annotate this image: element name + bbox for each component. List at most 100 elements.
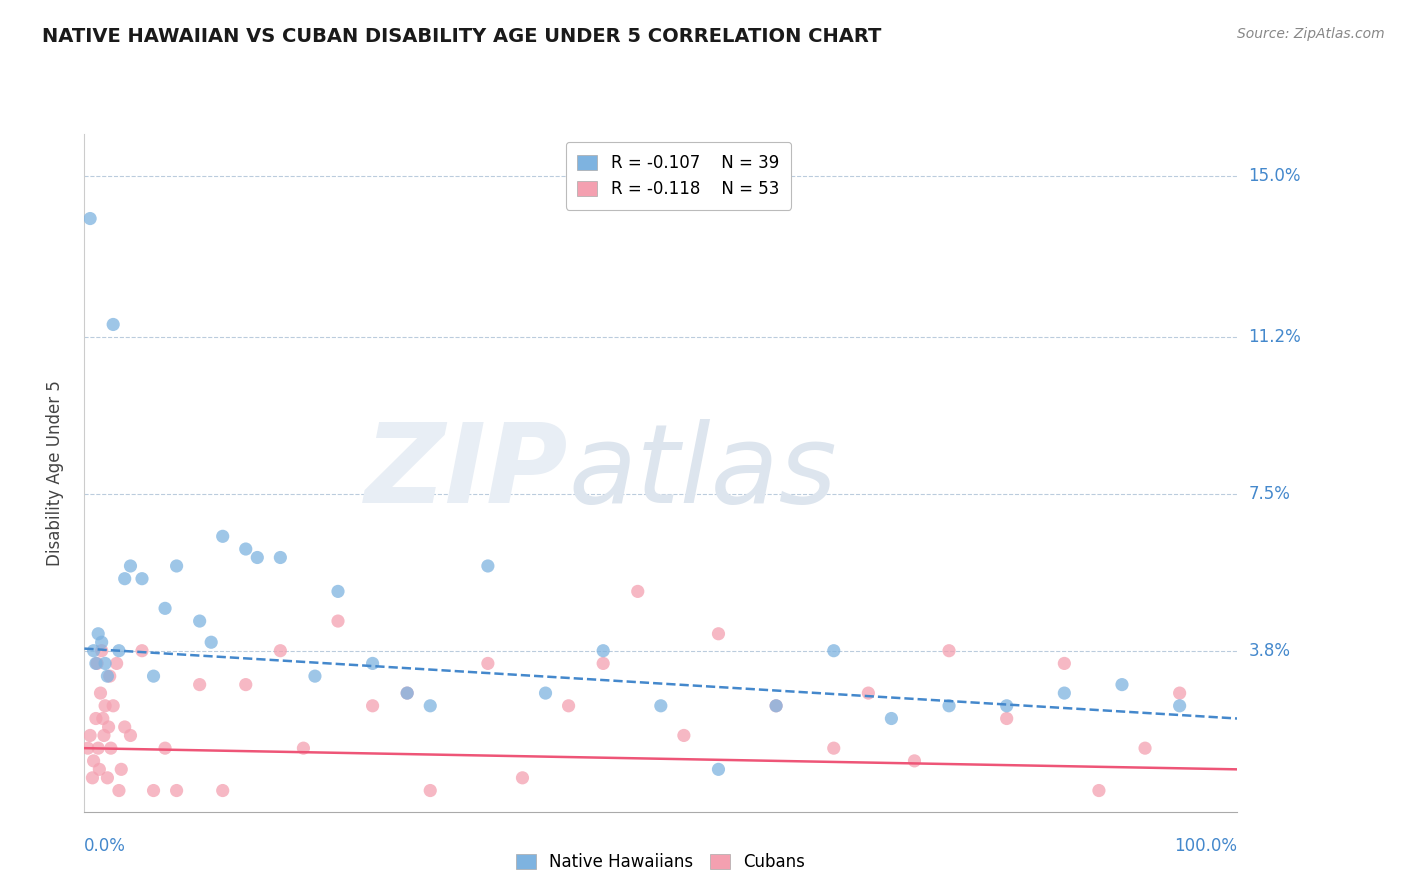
Point [1111,678,1133,692]
Point [188,678,211,692]
Point [131,572,153,586]
Point [103,318,124,332]
Point [361,698,384,713]
Legend: Native Hawaiians, Cubans: Native Hawaiians, Cubans [509,847,813,878]
Point [534,686,557,700]
Point [98,669,121,683]
Text: 3.8%: 3.8% [1249,641,1291,660]
Point [166,558,188,574]
Point [89,686,111,700]
Point [396,686,419,700]
Text: ZIP: ZIP [366,419,568,526]
Point [823,644,845,658]
Point [880,712,903,726]
Point [89,762,111,776]
Point [84,712,107,726]
Point [90,644,112,658]
Point [858,686,880,700]
Point [82,771,104,785]
Point [76,741,98,756]
Point [235,678,257,692]
Point [93,728,115,742]
Point [200,635,222,649]
Point [142,669,165,683]
Point [512,771,534,785]
Point [707,626,730,640]
Point [142,783,165,797]
Point [650,698,672,713]
Point [592,657,614,671]
Point [477,558,499,574]
Point [100,741,122,756]
Point [361,657,384,671]
Point [1053,657,1076,671]
Text: 7.5%: 7.5% [1249,485,1291,503]
Text: 0.0%: 0.0% [84,837,127,855]
Point [108,783,131,797]
Point [269,644,291,658]
Point [304,669,326,683]
Point [86,657,108,671]
Point [153,601,176,615]
Point [292,741,315,756]
Point [938,698,960,713]
Point [84,657,107,671]
Point [1168,686,1191,700]
Text: 15.0%: 15.0% [1249,167,1301,186]
Point [627,584,650,599]
Point [995,712,1018,726]
Point [114,720,136,734]
Point [557,698,579,713]
Y-axis label: Disability Age Under 5: Disability Age Under 5 [45,380,63,566]
Point [153,741,176,756]
Point [326,614,349,628]
Point [105,657,128,671]
Point [396,686,419,700]
Point [1053,686,1076,700]
Point [765,698,787,713]
Point [823,741,845,756]
Point [94,657,117,671]
Point [108,644,131,658]
Point [120,558,142,574]
Point [83,644,105,658]
Point [96,771,118,785]
Point [1168,698,1191,713]
Point [707,762,730,776]
Point [1133,741,1156,756]
Point [83,754,105,768]
Point [765,698,787,713]
Point [211,783,233,797]
Point [79,211,101,226]
Point [97,720,120,734]
Point [91,712,114,726]
Point [477,657,499,671]
Point [110,762,132,776]
Text: Source: ZipAtlas.com: Source: ZipAtlas.com [1237,27,1385,41]
Point [419,783,441,797]
Point [211,529,233,543]
Point [79,728,101,742]
Point [87,626,110,640]
Point [903,754,925,768]
Point [166,783,188,797]
Point [96,669,118,683]
Point [120,728,142,742]
Point [672,728,695,742]
Point [87,741,110,756]
Point [94,698,117,713]
Point [938,644,960,658]
Text: NATIVE HAWAIIAN VS CUBAN DISABILITY AGE UNDER 5 CORRELATION CHART: NATIVE HAWAIIAN VS CUBAN DISABILITY AGE … [42,27,882,45]
Point [419,698,441,713]
Point [188,614,211,628]
Point [269,550,291,565]
Point [592,644,614,658]
Point [114,572,136,586]
Point [131,644,153,658]
Point [235,541,257,557]
Point [326,584,349,599]
Text: atlas: atlas [568,419,837,526]
Point [103,698,124,713]
Text: 100.0%: 100.0% [1174,837,1237,855]
Point [1088,783,1111,797]
